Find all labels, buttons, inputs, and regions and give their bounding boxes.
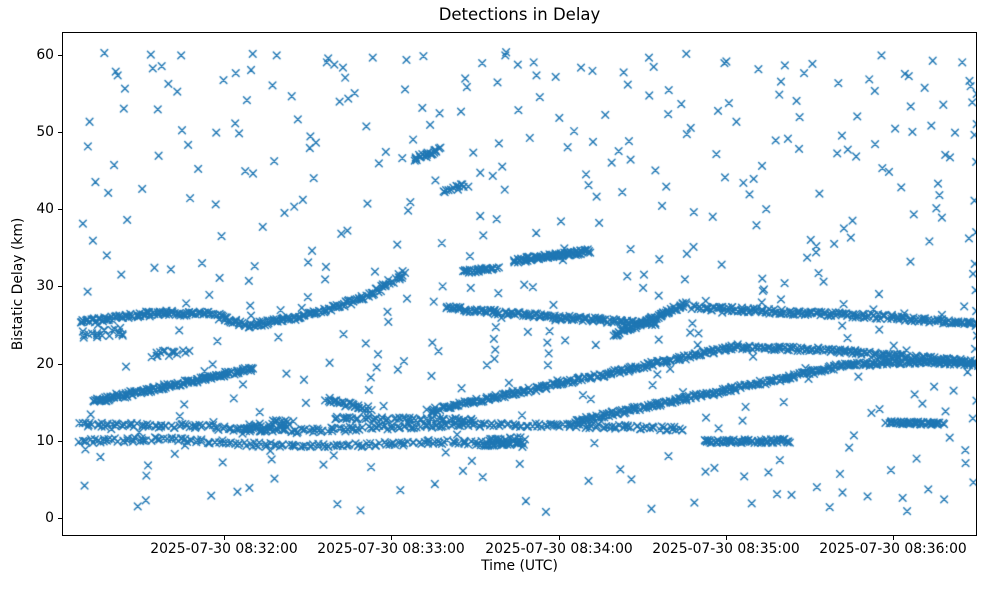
y-tick-label-5: 50: [36, 124, 54, 140]
y-tick-label-4: 40: [36, 201, 54, 217]
y-tick-label-1: 10: [36, 433, 54, 449]
y-tick-mark-2: [58, 364, 62, 365]
x-tick-label-2: 2025-07-30 08:34:00: [485, 541, 633, 557]
plot-canvas: [62, 32, 977, 536]
x-tick-label-3: 2025-07-30 08:35:00: [652, 541, 800, 557]
x-axis-label: Time (UTC): [481, 558, 558, 574]
y-tick-mark-1: [58, 441, 62, 442]
y-tick-mark-3: [58, 286, 62, 287]
x-tick-mark-2: [559, 536, 560, 540]
y-tick-mark-6: [58, 55, 62, 56]
y-axis-label: Bistatic Delay (km): [10, 217, 26, 351]
x-tick-mark-3: [726, 536, 727, 540]
x-tick-label-1: 2025-07-30 08:33:00: [317, 541, 465, 557]
x-tick-label-4: 2025-07-30 08:36:00: [819, 541, 967, 557]
y-tick-mark-0: [58, 518, 62, 519]
y-tick-label-0: 0: [45, 510, 54, 526]
plot-title: Detections in Delay: [438, 5, 601, 24]
y-tick-label-6: 60: [36, 47, 54, 63]
x-tick-label-0: 2025-07-30 08:32:00: [150, 541, 298, 557]
x-tick-mark-0: [224, 536, 225, 540]
y-tick-mark-5: [58, 132, 62, 133]
x-tick-mark-4: [893, 536, 894, 540]
y-tick-mark-4: [58, 209, 62, 210]
y-tick-label-2: 20: [36, 356, 54, 372]
x-tick-mark-1: [391, 536, 392, 540]
y-tick-label-3: 30: [36, 278, 54, 294]
axes-frame: [62, 32, 977, 536]
